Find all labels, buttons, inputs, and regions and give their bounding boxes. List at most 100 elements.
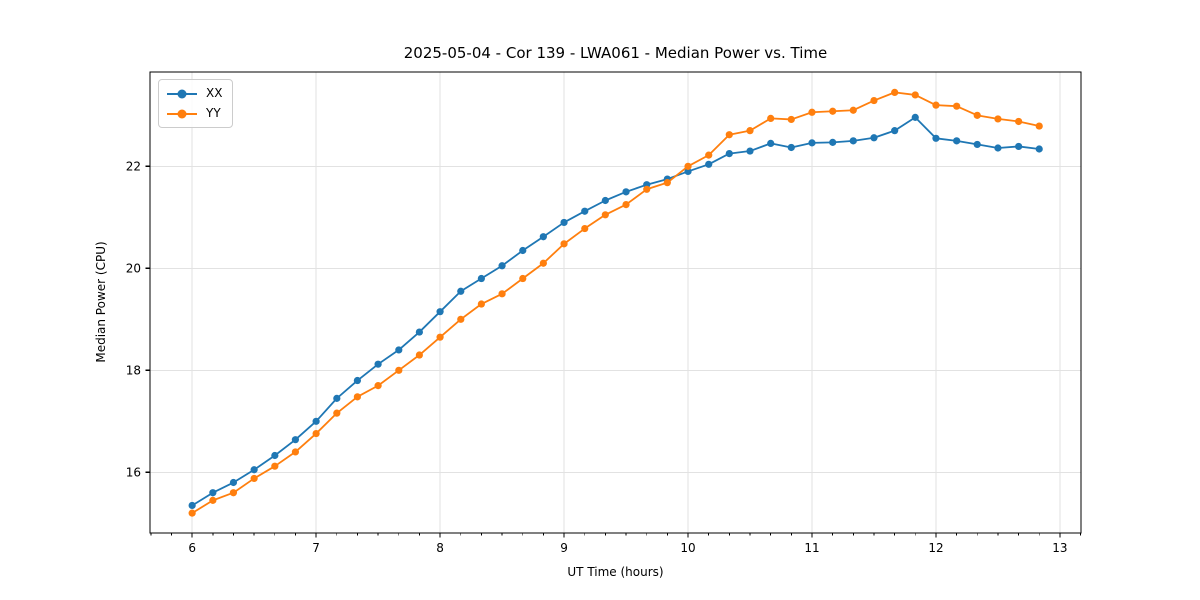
data-point-yy <box>1015 117 1023 126</box>
data-point-xx <box>808 139 816 147</box>
data-point-yy <box>953 102 961 110</box>
data-point-yy <box>746 127 754 135</box>
legend-entry-xx: XX <box>167 85 222 102</box>
data-point-yy <box>312 429 320 438</box>
data-point-yy <box>581 224 589 233</box>
data-point-xx <box>911 113 919 121</box>
data-point-yy <box>209 496 217 504</box>
x-tick-label: 7 <box>312 541 320 555</box>
data-point-xx <box>539 233 547 241</box>
data-point-yy <box>539 259 547 267</box>
data-point-xx <box>477 274 485 283</box>
data-point-yy <box>891 88 899 96</box>
data-point-xx <box>601 196 609 205</box>
legend-line-xx-icon <box>167 89 197 98</box>
data-point-xx <box>560 218 568 227</box>
x-tick-label: 6 <box>188 541 196 555</box>
data-point-yy <box>1035 122 1043 130</box>
y-axis-label: Median Power (CPU) <box>94 241 108 363</box>
data-point-yy <box>333 409 341 417</box>
data-point-yy <box>519 274 527 283</box>
data-point-yy <box>601 211 609 219</box>
data-point-xx <box>436 308 444 316</box>
data-point-xx <box>849 137 857 145</box>
data-point-xx <box>457 287 465 295</box>
legend-label-yy: YY <box>206 106 221 120</box>
data-point-xx <box>932 134 940 142</box>
x-tick-label: 11 <box>804 541 819 555</box>
data-point-xx <box>1015 142 1023 151</box>
data-point-yy <box>415 351 423 359</box>
data-point-yy <box>188 509 196 517</box>
data-point-yy <box>849 106 857 114</box>
data-point-xx <box>519 246 527 255</box>
data-point-xx <box>188 501 196 510</box>
data-point-xx <box>705 160 713 168</box>
data-point-xx <box>498 262 506 270</box>
data-point-yy <box>436 333 444 341</box>
data-point-xx <box>767 139 775 147</box>
data-point-yy <box>250 474 258 483</box>
data-point-yy <box>663 179 671 187</box>
data-point-yy <box>684 162 692 170</box>
data-point-yy <box>829 107 837 115</box>
data-point-xx <box>312 417 320 425</box>
data-point-yy <box>291 448 300 456</box>
data-point-yy <box>271 462 279 470</box>
data-point-xx <box>395 346 403 354</box>
x-tick-label: 12 <box>928 541 943 555</box>
data-point-xx <box>891 127 899 135</box>
data-point-xx <box>581 207 589 215</box>
data-point-xx <box>953 137 961 145</box>
x-tick-label: 10 <box>680 541 695 555</box>
y-tick-label: 22 <box>126 159 141 173</box>
data-point-yy <box>973 111 981 119</box>
data-point-xx <box>333 394 341 402</box>
data-point-yy <box>622 200 630 209</box>
data-point-xx <box>271 451 279 460</box>
x-tick-label: 13 <box>1052 541 1067 555</box>
data-point-yy <box>932 101 940 109</box>
data-point-yy <box>870 96 878 105</box>
data-point-yy <box>725 131 733 139</box>
data-point-xx <box>725 149 733 158</box>
data-point-xx <box>994 144 1002 152</box>
data-point-yy <box>767 114 775 123</box>
data-point-xx <box>1035 145 1043 153</box>
data-point-yy <box>374 382 382 390</box>
data-point-xx <box>209 489 217 497</box>
chart-title: 2025-05-04 - Cor 139 - LWA061 - Median P… <box>403 44 828 62</box>
data-point-xx <box>374 360 382 368</box>
data-point-yy <box>808 108 816 116</box>
data-point-xx <box>415 328 423 336</box>
data-point-xx <box>250 466 258 474</box>
data-point-xx <box>291 436 300 444</box>
legend-line-yy-icon <box>167 109 197 118</box>
data-point-yy <box>994 115 1002 123</box>
data-point-yy <box>911 91 919 99</box>
data-point-xx <box>787 143 795 152</box>
x-axis-label: UT Time (hours) <box>567 565 664 579</box>
data-point-yy <box>457 315 465 323</box>
data-point-yy <box>395 366 403 374</box>
data-point-yy <box>498 290 506 298</box>
data-point-yy <box>705 151 713 159</box>
y-tick-label: 16 <box>126 465 141 479</box>
data-point-xx <box>353 376 361 385</box>
x-tick-label: 9 <box>560 541 568 555</box>
data-point-xx <box>746 147 754 155</box>
legend-entry-yy: YY <box>167 105 222 122</box>
data-point-xx <box>870 134 878 142</box>
data-point-xx <box>229 478 238 487</box>
legend: XX YY <box>158 79 234 128</box>
data-point-yy <box>229 489 238 497</box>
data-point-yy <box>353 393 361 401</box>
series-line-xx <box>191 116 1041 507</box>
series-line-yy <box>191 91 1041 515</box>
data-point-xx <box>829 138 837 146</box>
data-point-yy <box>477 300 485 308</box>
data-point-yy <box>787 115 795 124</box>
x-tick-label: 8 <box>436 541 444 555</box>
